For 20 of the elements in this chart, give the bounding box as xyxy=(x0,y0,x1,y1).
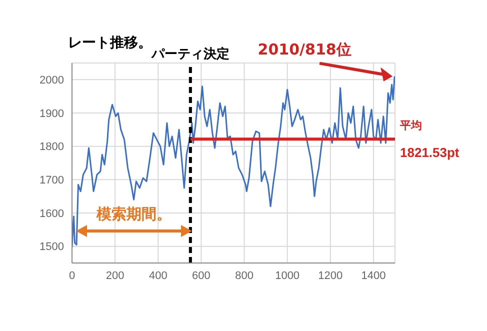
y-tick-label: 1900 xyxy=(40,108,64,120)
x-tick-label: 600 xyxy=(192,270,210,282)
x-tick-label: 1000 xyxy=(275,270,300,282)
y-tick-label: 2000 xyxy=(40,74,64,87)
x-tick-label: 1400 xyxy=(361,270,386,282)
x-tick-label: 200 xyxy=(106,270,124,282)
y-tick-label: 1700 xyxy=(40,174,64,187)
x-tick-label: 0 xyxy=(68,270,76,282)
y-tick-label: 1800 xyxy=(40,141,64,154)
x-tick-label: 1200 xyxy=(318,270,343,282)
annotation: 模索期間。 xyxy=(95,205,172,224)
x-tick-label: 400 xyxy=(148,270,168,282)
y-tick-label: 1600 xyxy=(40,208,64,220)
line-series xyxy=(72,76,395,248)
chart-title: レート推移。 xyxy=(68,34,152,51)
y-tick-label: 1500 xyxy=(40,241,64,254)
x-tick-label: 800 xyxy=(235,270,254,282)
ref-line-label: パーティ決定 xyxy=(150,46,230,62)
ref-line-label: 平均 1821.53pt xyxy=(399,119,460,160)
annotation: 2010/818位 xyxy=(258,40,352,58)
